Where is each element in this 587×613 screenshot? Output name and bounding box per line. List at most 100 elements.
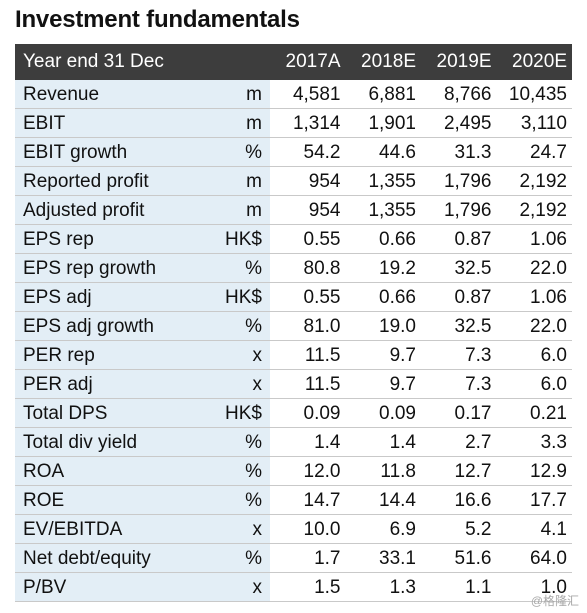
table-row: EPS adj HK$ 0.55 0.66 0.87 1.06 [15,283,572,312]
row-unit: % [205,254,270,282]
row-value: 954 [308,171,341,192]
watermark: @格隆汇 [530,594,579,608]
table-row: PER rep x 11.5 9.7 7.3 6.0 [15,341,572,370]
row-value: 2,495 [443,113,492,134]
row-value: 22.0 [530,258,567,279]
row-unit: m [205,80,270,108]
row-value: 1.7 [314,548,341,569]
row-value: 19.0 [379,316,416,337]
row-value: 9.7 [389,345,416,366]
row-value: 64.0 [530,548,567,569]
row-label: ROE [15,486,205,514]
table-row: ROA% 12.0 11.8 12.7 12.9 [15,457,572,486]
row-value: 32.5 [454,258,492,279]
row-value: 11.8 [380,461,416,482]
table-row: EPS rep HK$ 0.55 0.66 0.87 1.06 [15,225,572,254]
row-value: 1.06 [530,287,567,308]
row-label: Net debt/equity [15,544,205,572]
row-value: 0.17 [454,403,492,424]
header-year: 2017A [285,51,341,72]
row-value: 51.6 [454,548,492,569]
row-value: 1.5 [314,577,341,598]
row-unit: x [205,341,270,369]
row-value: 12.0 [303,461,341,482]
fundamentals-table: Year end 31 Dec 2017A 2018E 2019E 2020E … [15,44,572,602]
row-label: Total div yield [15,428,205,456]
row-value: 5.2 [465,519,492,540]
row-unit: x [205,370,270,398]
table-row: Reported profit m 954 1,355 1,796 2,192 [15,167,572,196]
row-unit: % [205,312,270,340]
row-value: 12.9 [530,461,567,482]
row-value: 0.09 [303,403,341,424]
row-value: 8,766 [443,84,492,105]
row-value: 80.8 [303,258,341,279]
header-unit [205,44,270,80]
row-label: EBIT growth [15,138,205,166]
table-row: Revenue m 4,581 6,881 8,766 10,435 [15,80,572,109]
row-value: 10.0 [303,519,341,540]
row-value: 10,435 [508,84,567,105]
row-value: 2,192 [519,171,567,192]
row-unit: m [205,109,270,137]
row-value: 11.5 [304,374,341,395]
row-value: 19.2 [379,258,416,279]
row-unit: x [205,515,270,543]
row-label: EPS rep [15,225,205,253]
row-label: EBIT [15,109,205,137]
row-unit: m [205,167,270,195]
row-value: 6.9 [389,519,416,540]
row-value: 1,901 [368,113,416,134]
row-value: 4.1 [540,519,567,540]
row-value: 1,796 [443,171,492,192]
table-row: EBIT growth% 54.2 44.6 31.3 24.7 [15,138,572,167]
row-value: 33.1 [379,548,416,569]
row-unit: HK$ [205,225,270,253]
row-value: 3.3 [540,432,567,453]
row-value: 1.3 [389,577,416,598]
header-label: Year end 31 Dec [23,51,164,72]
page-title: Investment fundamentals [15,6,300,33]
table-row: EPS adj growth% 81.0 19.0 32.5 22.0 [15,312,572,341]
row-value: 0.87 [454,229,492,250]
row-value: 1.0 [540,577,567,598]
row-unit: % [205,544,270,572]
row-value: 1,355 [368,200,416,221]
row-label: PER rep [15,341,205,369]
row-label: EV/EBITDA [15,515,205,543]
row-unit: % [205,138,270,166]
row-value: 954 [308,200,341,221]
table-row: Total div yield% 1.4 1.4 2.7 3.3 [15,428,572,457]
row-label: P/BV [15,573,205,601]
row-label: Adjusted profit [15,196,205,224]
row-value: 11.5 [304,345,341,366]
row-value: 0.87 [454,287,492,308]
table-header-row: Year end 31 Dec 2017A 2018E 2019E 2020E [15,44,572,80]
row-value: 1,355 [368,171,416,192]
row-value: 12.7 [454,461,492,482]
row-value: 14.7 [303,490,341,511]
header-year: 2019E [436,51,492,72]
row-unit: % [205,486,270,514]
row-value: 24.7 [530,142,567,163]
row-label: Total DPS [15,399,205,427]
row-value: 17.7 [530,490,567,511]
row-value: 0.66 [379,287,416,308]
row-label: ROA [15,457,205,485]
row-unit: x [205,573,270,601]
row-value: 7.3 [465,345,492,366]
row-value: 32.5 [454,316,492,337]
row-value: 6.0 [540,345,567,366]
row-unit: HK$ [205,399,270,427]
table-row: EBIT m 1,314 1,901 2,495 3,110 [15,109,572,138]
row-value: 22.0 [530,316,567,337]
table-row: Total DPS HK$ 0.09 0.09 0.17 0.21 [15,399,572,428]
row-unit: % [205,428,270,456]
row-value: 6.0 [540,374,567,395]
row-unit: HK$ [205,283,270,311]
row-label: EPS adj [15,283,205,311]
row-value: 3,110 [520,113,567,134]
row-value: 1.4 [389,432,416,453]
row-value: 1.4 [314,432,341,453]
row-label: Revenue [15,80,205,108]
